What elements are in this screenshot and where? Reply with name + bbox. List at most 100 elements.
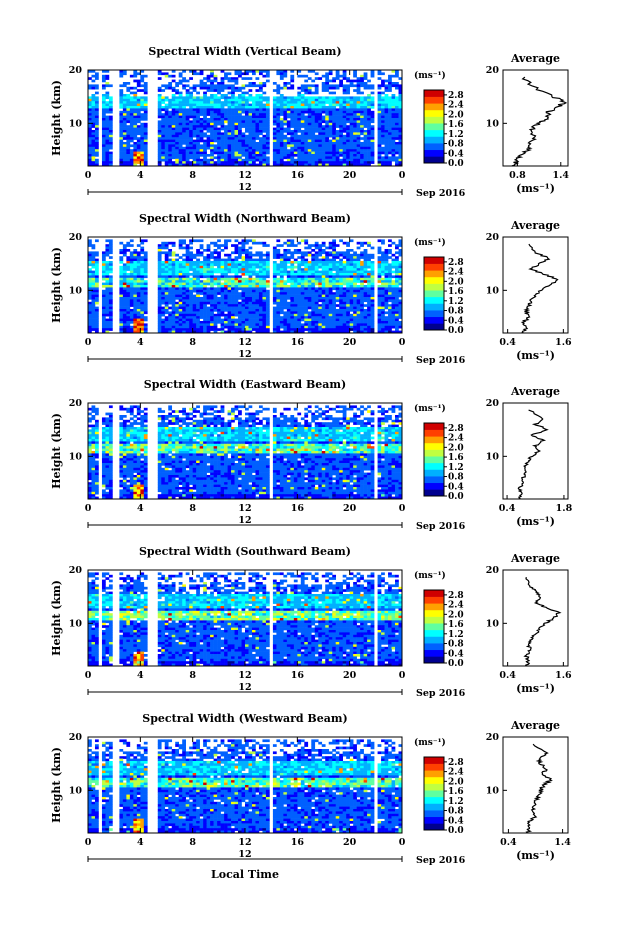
heatmap-cell [245,96,249,100]
heatmap-cell [356,268,361,271]
heatmap-cell [335,297,340,300]
heatmap-cell [381,285,385,288]
heatmap-cell [189,292,193,295]
heatmap-cell [304,301,309,305]
heatmap-cell [213,287,218,291]
heatmap-cell [265,139,270,143]
heatmap-cell [189,313,193,317]
heatmap-cell [129,289,134,293]
heatmap-cell [311,125,316,128]
heatmap-cell [241,256,246,259]
heatmap-cell [384,270,389,274]
heatmap-cell [360,277,364,281]
heatmap-cell [258,154,263,157]
heatmap-cell [265,258,270,262]
heatmap-cell [217,285,221,288]
heatmap-cell [199,268,204,271]
heatmap-cell [318,251,323,255]
heatmap-cell [101,98,106,102]
heatmap-cell [119,91,124,95]
heatmap-cell [161,84,166,88]
heatmap-cell [245,91,249,95]
heatmap-cell [171,74,176,78]
heatmap-cell [231,294,235,298]
heatmap-cell [314,84,319,88]
heatmap-cell [119,280,124,283]
heatmap-cell [286,304,291,307]
heatmap-cell [171,261,176,264]
heatmap-cell [133,265,138,269]
heatmap-cell [304,98,309,102]
heatmap-cell [88,285,92,288]
heatmap-cell [220,265,225,269]
heatmap-cell [241,270,246,274]
heatmap-cell [300,106,305,109]
heatmap-cell [119,149,124,152]
heatmap-cell [321,149,326,152]
heatmap-cell [122,127,127,131]
heatmap-cell [220,268,225,271]
heatmap-cell [171,270,176,274]
heatmap-cell [206,244,211,247]
heatmap-cell [283,249,288,252]
heatmap-cell [192,70,197,73]
heatmap-cell [192,139,197,143]
heatmap-cell [304,299,309,303]
heatmap-cell [356,118,361,121]
heatmap-cell [258,72,263,76]
heatmap-cell [318,158,323,162]
heatmap-cell [318,273,323,276]
heatmap-cell [314,142,319,145]
colorbar-tick-label: 1.2 [448,130,464,140]
heatmap-cell [161,120,166,124]
heatmap-cell [245,309,249,312]
heatmap-cell [325,79,330,83]
heatmap-cell [342,91,347,95]
heatmap-cell [143,270,148,274]
heatmap-cell [342,265,347,269]
heatmap-cell [175,304,180,307]
heatmap-cell [346,146,350,150]
heatmap-cell [272,144,277,148]
heatmap-cell [231,142,235,145]
heatmap-cell [325,120,330,124]
heatmap-cell [276,144,281,148]
heatmap-cell [398,273,403,276]
heatmap-cell [339,287,343,291]
heatmap-cell [210,289,214,293]
heatmap-cell [105,273,110,276]
heatmap-cell [157,120,162,124]
heatmap-cell [384,113,389,116]
heatmap-cell [231,118,235,121]
heatmap-cell [342,256,347,259]
heatmap-cell [272,277,277,281]
heatmap-cell [231,154,235,157]
heatmap-cell [164,137,169,140]
heatmap-cell [192,289,197,293]
heatmap-cell [300,275,305,279]
heatmap-cell [384,149,389,152]
heatmap-cell [272,265,277,269]
heatmap-cell [276,158,281,162]
heatmap-cell [168,115,173,119]
heatmap-cell [388,311,392,315]
heatmap-cell [88,241,92,245]
heatmap-cell [395,163,399,167]
heatmap-cell [91,122,96,126]
heatmap-cell [224,270,228,274]
heatmap-cell [105,101,110,104]
heatmap-cell [129,91,134,95]
heatmap-cell [384,120,389,124]
heatmap-cell [321,163,326,167]
heatmap-cell [265,285,270,288]
heatmap-cell [346,108,350,112]
heatmap-cell [262,122,267,126]
heatmap-cell [196,292,200,295]
heatmap-cell [213,118,218,121]
heatmap-cell [258,96,263,100]
heatmap-cell [189,299,193,303]
heatmap-cell [353,304,357,307]
heatmap-cell [88,142,92,145]
heatmap-cell [300,103,305,107]
heatmap-cell [217,113,221,116]
